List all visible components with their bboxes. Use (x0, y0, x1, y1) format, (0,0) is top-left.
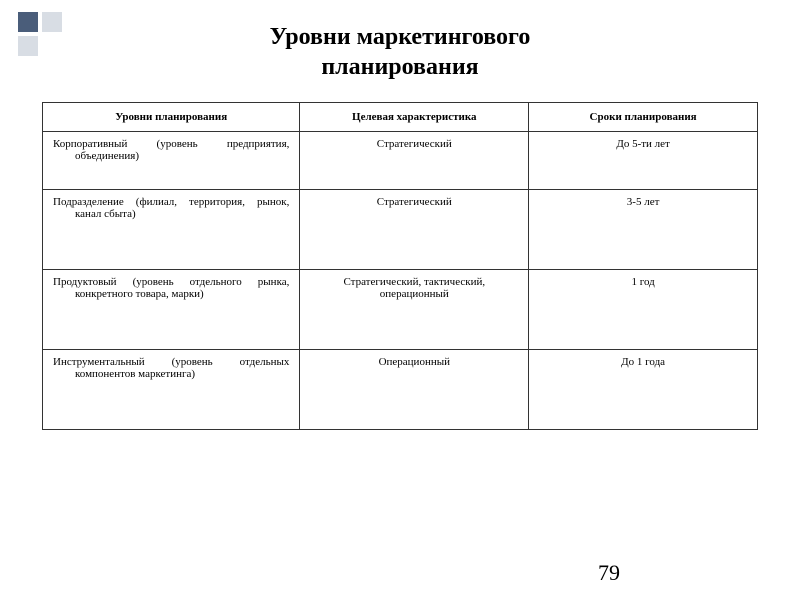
table-container: Уровни планирования Целевая характеристи… (0, 92, 800, 430)
cell-term: До 5-ти лет (529, 132, 758, 190)
cell-level-text: Корпоративный (уровень предприятия, объе… (53, 138, 289, 162)
title-line-2: планирования (321, 54, 478, 80)
table-row: Подразделение (филиал, территория, рынок… (43, 190, 758, 270)
col-header-target: Целевая характеристика (300, 103, 529, 132)
slide-title: Уровни маркетингового планирования (0, 0, 800, 92)
cell-target: Стратегический (300, 132, 529, 190)
decor-square-dark (18, 12, 38, 32)
table-row: Продуктовый (уровень отдельного рынка, к… (43, 270, 758, 350)
cell-level: Продуктовый (уровень отдельного рынка, к… (43, 270, 300, 350)
title-line-1: Уровни маркетингового (270, 24, 531, 50)
cell-term: До 1 года (529, 350, 758, 430)
col-header-term: Сроки планирования (529, 103, 758, 132)
cell-level: Инструментальный (уровень отдельных комп… (43, 350, 300, 430)
cell-term: 1 год (529, 270, 758, 350)
levels-table: Уровни планирования Целевая характеристи… (42, 102, 758, 430)
cell-target: Стратегический, тактический, операционны… (300, 270, 529, 350)
decor-square-light-2 (18, 36, 38, 56)
page-number: 79 (598, 560, 620, 586)
table-row: Инструментальный (уровень отдельных комп… (43, 350, 758, 430)
cell-level-text: Продуктовый (уровень отдельного рынка, к… (53, 276, 289, 300)
cell-level: Подразделение (филиал, территория, рынок… (43, 190, 300, 270)
cell-target: Стратегический (300, 190, 529, 270)
table-row: Корпоративный (уровень предприятия, объе… (43, 132, 758, 190)
cell-level-text: Инструментальный (уровень отдельных комп… (53, 356, 289, 380)
cell-level: Корпоративный (уровень предприятия, объе… (43, 132, 300, 190)
table-header-row: Уровни планирования Целевая характеристи… (43, 103, 758, 132)
cell-level-text: Подразделение (филиал, территория, рынок… (53, 196, 289, 220)
col-header-level: Уровни планирования (43, 103, 300, 132)
cell-target: Операционный (300, 350, 529, 430)
cell-term: 3-5 лет (529, 190, 758, 270)
decor-square-light-1 (42, 12, 62, 32)
slide-decor (18, 12, 64, 56)
